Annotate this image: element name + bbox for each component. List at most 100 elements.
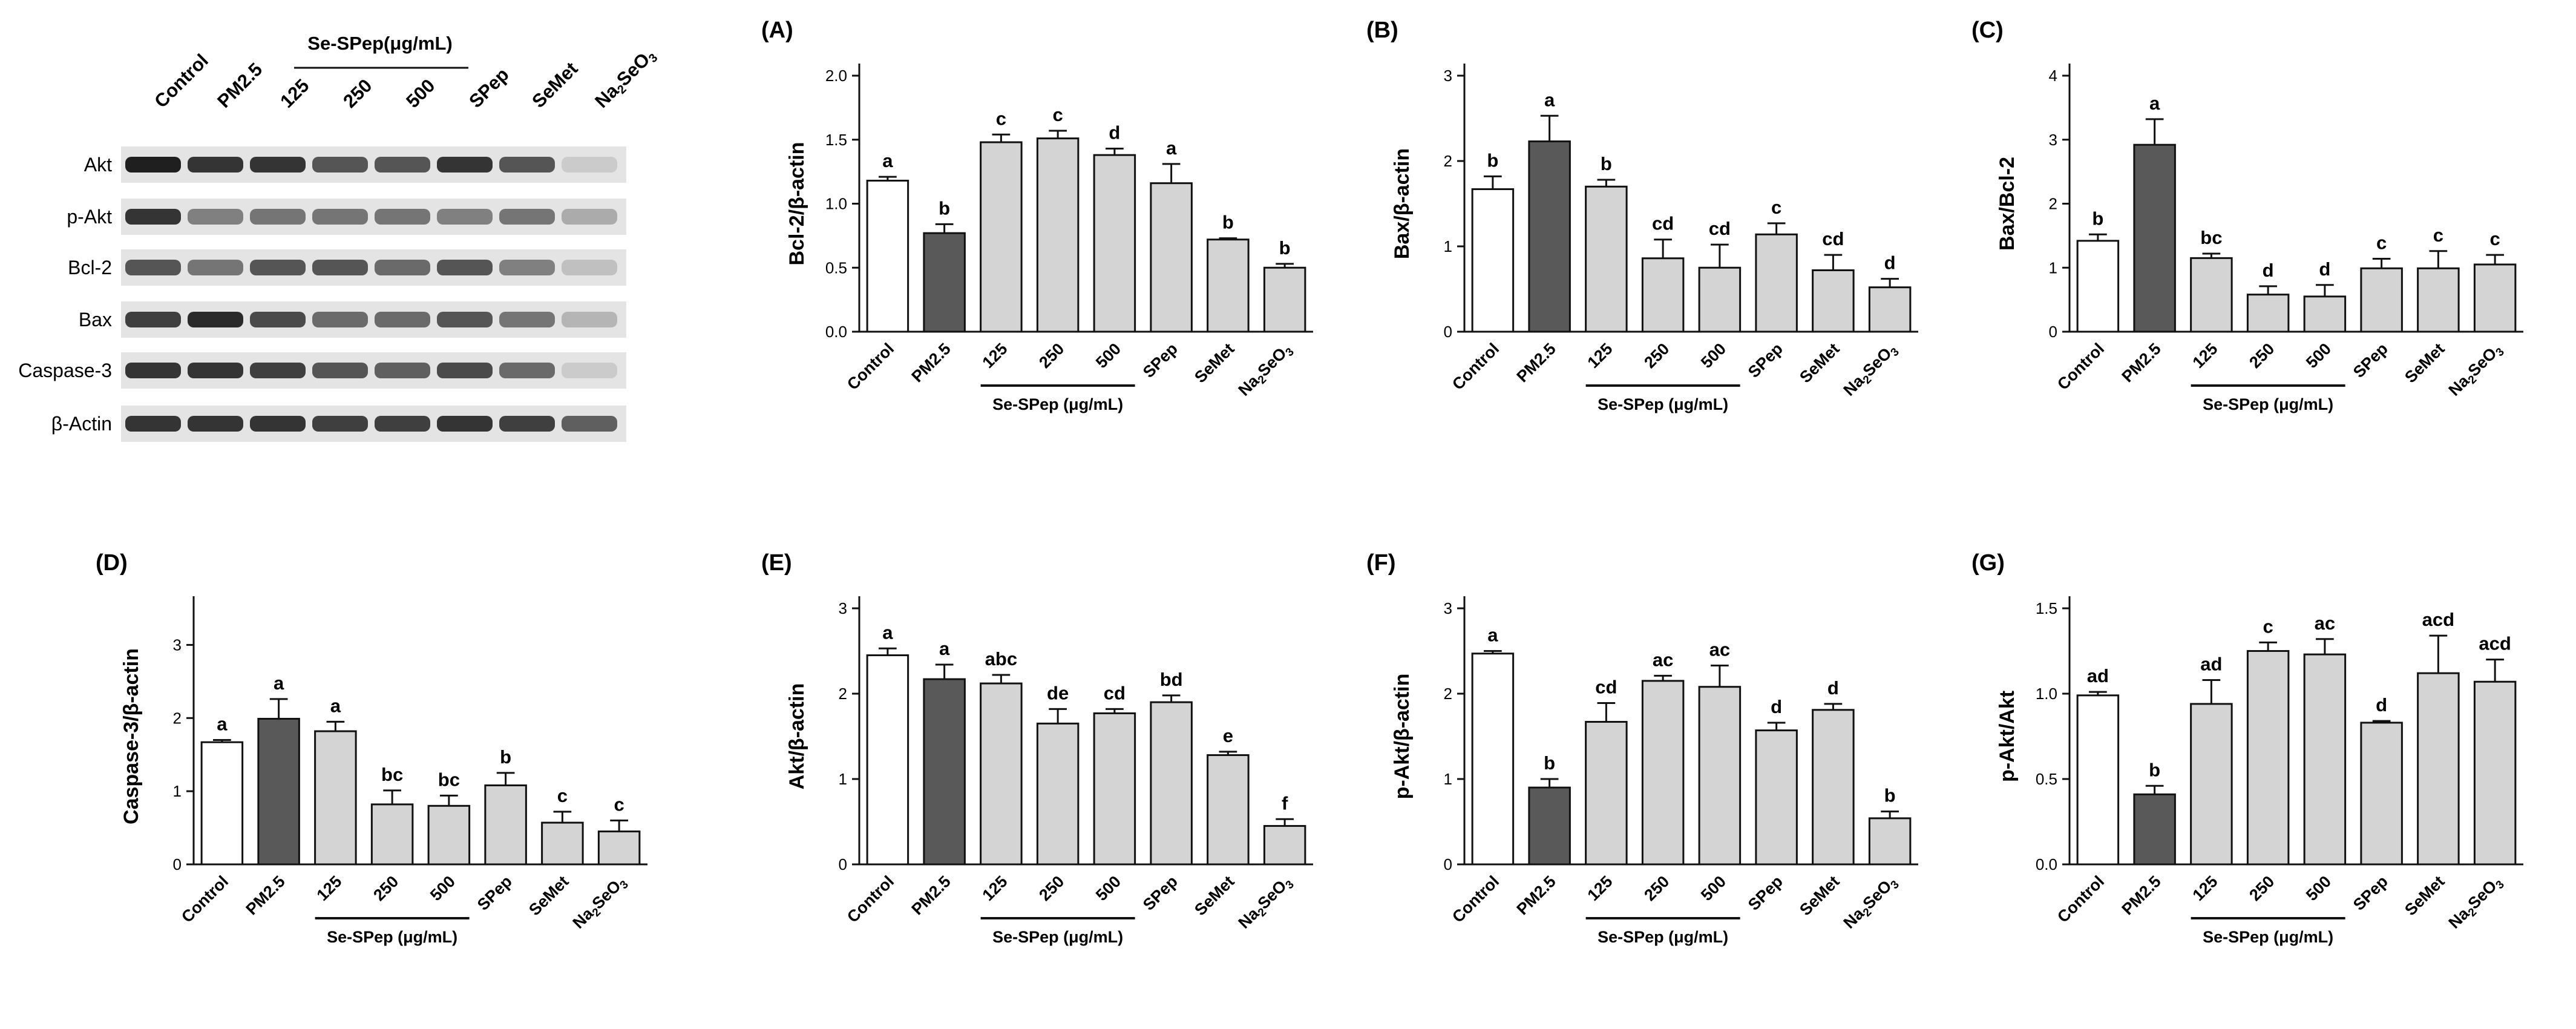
significance-letter: cd bbox=[1104, 682, 1126, 703]
x-tick-label: PM2.5 bbox=[242, 872, 288, 918]
chart-akt: (E) Akt/β-actin 0 1 2 3 a Control a PM2.5 abc 125 de… bbox=[761, 550, 1313, 946]
x-tick-label: Control bbox=[1449, 340, 1503, 393]
bar bbox=[1036, 137, 1080, 333]
blot-band bbox=[188, 363, 243, 378]
significance-letter: ac bbox=[1709, 639, 1730, 660]
blot-band bbox=[437, 260, 493, 275]
y-tick-label: 2 bbox=[1444, 685, 1452, 703]
significance-letter: a bbox=[1166, 137, 1177, 159]
significance-letter: b bbox=[1487, 150, 1498, 171]
bar bbox=[866, 179, 909, 333]
significance-letter: cd bbox=[1822, 228, 1844, 249]
blot-band bbox=[125, 157, 181, 173]
y-tick-label: 1 bbox=[2049, 258, 2057, 277]
group-label: Se-SPep (μg/mL) bbox=[1598, 395, 1728, 413]
blot-band bbox=[250, 363, 306, 378]
bar bbox=[314, 730, 357, 866]
chart-pakt-akt: (G) p-Akt/Akt 0.0 0.5 1.0 1.5 ad Control b PM2.5 a… bbox=[1971, 550, 2523, 946]
bar bbox=[1585, 721, 1628, 866]
y-tick-label: 0.0 bbox=[825, 323, 847, 341]
significance-letter: a bbox=[1544, 89, 1555, 110]
significance-letter: de bbox=[1047, 682, 1069, 703]
x-tick-label: Na2SeO3 bbox=[1235, 340, 1297, 401]
significance-letter: b bbox=[1601, 153, 1612, 174]
panel-a: (A) Bcl-2/β-actin 0.0 0.5 1.0 1.5 2.0 a Control b… bbox=[756, 0, 1362, 484]
blot-band bbox=[188, 157, 243, 173]
significance-letter: acd bbox=[2479, 633, 2511, 654]
y-tick-label: 4 bbox=[2049, 67, 2057, 85]
blot-band bbox=[375, 157, 430, 173]
significance-letter: ac bbox=[2315, 613, 2335, 634]
bar bbox=[427, 804, 471, 866]
significance-letter: d bbox=[2263, 260, 2274, 281]
bar bbox=[1698, 686, 1742, 866]
significance-letter: c bbox=[557, 785, 568, 806]
blot-protein-label: β-Actin bbox=[51, 413, 112, 435]
blot-band bbox=[250, 209, 306, 225]
bar bbox=[1755, 729, 1798, 866]
blot-band bbox=[437, 312, 493, 327]
blot-band bbox=[375, 416, 430, 432]
y-axis-label: Akt/β-actin bbox=[785, 683, 808, 790]
y-tick-label: 1 bbox=[173, 782, 182, 800]
significance-letter: b bbox=[2149, 759, 2160, 780]
significance-letter: bc bbox=[438, 769, 460, 790]
x-tick-label: SeMet bbox=[1796, 340, 1843, 386]
blot-lane-label: SeMet bbox=[528, 58, 582, 112]
significance-letter: abc bbox=[985, 648, 1017, 669]
panel-f: (F) p-Akt/β-actin 0 1 2 3 a Control b PM2.5 cd 125 a… bbox=[1362, 533, 1967, 1017]
significance-letter: a bbox=[1487, 625, 1498, 646]
blot-band bbox=[499, 363, 555, 378]
significance-letter: d bbox=[1109, 122, 1120, 143]
blot-band bbox=[499, 157, 555, 173]
y-tick-label: 1.0 bbox=[825, 195, 847, 213]
significance-letter: c bbox=[2490, 228, 2500, 249]
bar bbox=[257, 717, 300, 866]
bar bbox=[1150, 701, 1193, 866]
bar bbox=[1036, 722, 1080, 866]
x-tick-label: PM2.5 bbox=[908, 872, 954, 918]
blot-band bbox=[250, 260, 306, 275]
blot-protein-label: p-Akt bbox=[67, 206, 112, 228]
x-tick-label: Na2SeO3 bbox=[569, 872, 631, 934]
significance-letter: cd bbox=[1652, 213, 1674, 234]
y-tick-label: 1 bbox=[1444, 237, 1452, 255]
bar bbox=[2076, 694, 2120, 866]
blot-band bbox=[125, 260, 181, 275]
blot-band bbox=[499, 416, 555, 432]
panel-e: (E) Akt/β-actin 0 1 2 3 a Control a PM2.5 abc 125 de… bbox=[756, 533, 1362, 1017]
x-tick-label: PM2.5 bbox=[2118, 340, 2164, 386]
blot-band bbox=[312, 260, 368, 275]
significance-letter: a bbox=[274, 672, 284, 694]
blot-band bbox=[250, 157, 306, 173]
blot-band bbox=[125, 416, 181, 432]
panel-label: (G) bbox=[1971, 550, 2005, 576]
bar bbox=[2303, 295, 2347, 333]
y-tick-label: 1 bbox=[839, 770, 847, 788]
bar bbox=[200, 741, 244, 866]
chart-bax: (B)Bax/β-actin0123bControlaPM2.5b125cd25… bbox=[1366, 18, 1918, 413]
significance-letter: ad bbox=[2087, 665, 2109, 686]
x-tick-label: Na2SeO3 bbox=[1840, 340, 1902, 401]
bar bbox=[1263, 825, 1306, 866]
bar bbox=[980, 141, 1023, 333]
bar bbox=[2246, 294, 2290, 333]
y-tick-label: 2 bbox=[1444, 152, 1452, 170]
x-tick-label: 500 bbox=[1092, 340, 1124, 372]
bar bbox=[1263, 266, 1306, 333]
blot-rows: Akt p-Akt Bcl-2 Bax Caspase-3 β-Actin bbox=[18, 146, 626, 442]
x-tick-label: Control bbox=[1449, 872, 1503, 926]
y-axis-label: p-Akt/Akt bbox=[1996, 691, 2019, 782]
x-tick-label: Control bbox=[844, 340, 897, 393]
blot-band bbox=[562, 363, 617, 378]
chart-bcl2: (A) Bcl-2/β-actin 0.0 0.5 1.0 1.5 2.0 a Control b… bbox=[761, 18, 1313, 413]
significance-letter: bc bbox=[2200, 227, 2222, 248]
x-tick-label: 250 bbox=[1035, 340, 1067, 372]
bar bbox=[2133, 793, 2176, 866]
significance-letter: d bbox=[1771, 696, 1782, 717]
x-tick-label: SPep bbox=[1745, 872, 1786, 914]
bar bbox=[1641, 257, 1685, 333]
significance-letter: a bbox=[2149, 93, 2160, 114]
significance-letter: a bbox=[882, 150, 893, 171]
significance-letter: a bbox=[217, 714, 228, 735]
